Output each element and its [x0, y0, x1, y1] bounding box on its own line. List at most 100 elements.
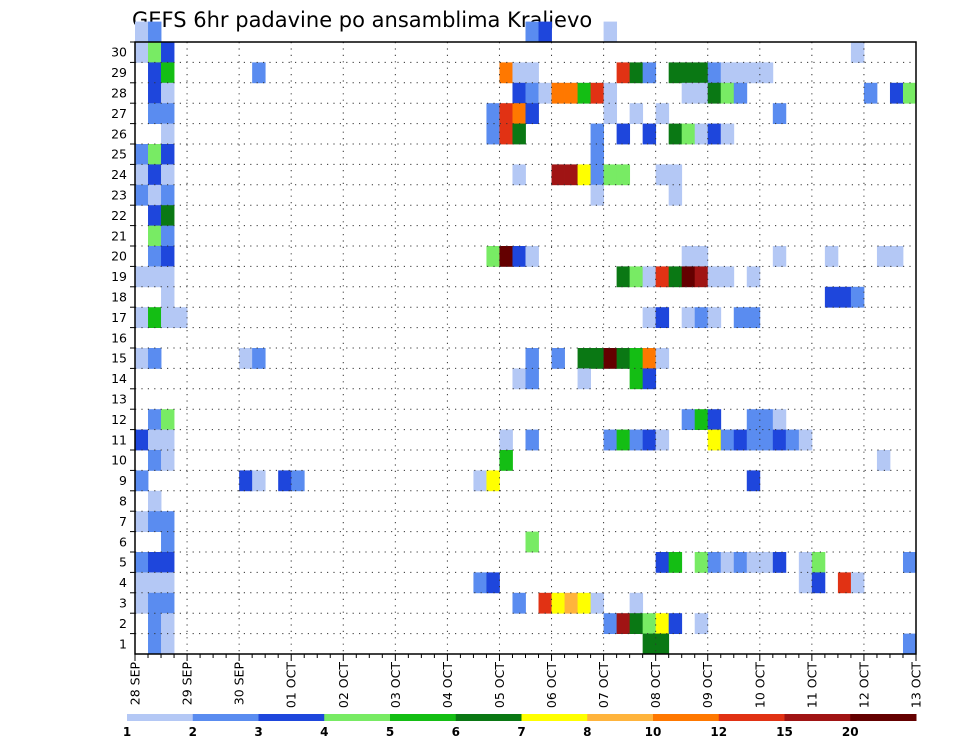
- heatmap-cell: [590, 592, 604, 614]
- heatmap-cell: [681, 123, 696, 145]
- heatmap-cell: [616, 123, 631, 145]
- x-tick-label: 05 OCT: [492, 662, 507, 708]
- heatmap-cell: [135, 348, 149, 369]
- heatmap-cell: [642, 368, 657, 390]
- colorbar-label: 15: [776, 725, 793, 739]
- heatmap-cell: [798, 429, 813, 451]
- heatmap-cell: [642, 123, 657, 145]
- heatmap-cell: [642, 307, 657, 328]
- heatmap-cell: [135, 144, 149, 165]
- heatmap-cell: [707, 307, 722, 328]
- heatmap-cell: [655, 103, 670, 124]
- heatmap-cell: [655, 266, 670, 288]
- heatmap-cell: [499, 429, 513, 451]
- y-tick-label: 9: [119, 473, 127, 488]
- heatmap-cell: [239, 470, 253, 492]
- heatmap-cell: [577, 164, 591, 186]
- heatmap-cell: [161, 450, 175, 471]
- colorbar-swatch: [718, 714, 785, 721]
- heatmap-cell: [161, 572, 175, 594]
- heatmap-cell: [681, 266, 696, 288]
- heatmap-cell: [707, 552, 722, 573]
- heatmap-cell: [668, 184, 683, 206]
- colorbar-label: 6: [452, 725, 460, 739]
- heatmap-cell: [694, 266, 709, 288]
- heatmap-cell: [148, 205, 162, 226]
- heatmap-cell: [473, 470, 487, 492]
- heatmap-cell: [811, 552, 826, 573]
- colorbar-label: 20: [842, 725, 859, 739]
- heatmap-cell: [603, 429, 618, 451]
- colorbar-swatch: [127, 714, 194, 721]
- heatmap-cell: [642, 266, 657, 288]
- heatmap-cell: [668, 123, 683, 145]
- heatmap-cell: [603, 21, 618, 43]
- heatmap-cell: [746, 552, 761, 573]
- heatmap-cell: [720, 266, 735, 288]
- heatmap-cell: [733, 62, 748, 84]
- heatmap-cell: [733, 429, 748, 451]
- heatmap-cell: [720, 123, 735, 145]
- heatmap-cell: [642, 62, 657, 84]
- heatmap-cell: [499, 450, 513, 471]
- heatmap-cell: [629, 62, 644, 84]
- y-tick-label: 23: [111, 188, 127, 203]
- y-tick-label: 19: [111, 269, 127, 284]
- heatmap-cell: [525, 82, 539, 104]
- heatmap-cell: [772, 429, 787, 451]
- y-tick-label: 7: [119, 514, 127, 529]
- colorbar-label: 4: [320, 725, 328, 739]
- heatmap-cell: [148, 613, 162, 634]
- heatmap-cell: [148, 348, 162, 369]
- heatmap-cell: [252, 348, 266, 369]
- heatmap-cell: [681, 82, 696, 104]
- heatmap-cell: [642, 613, 657, 634]
- y-tick-label: 3: [119, 596, 127, 611]
- heatmap-cell: [161, 42, 175, 63]
- heatmap-cell: [148, 225, 162, 247]
- heatmap-cell: [148, 21, 162, 43]
- y-tick-label: 24: [111, 167, 127, 182]
- heatmap-cell: [746, 429, 761, 451]
- heatmap-cell: [629, 266, 644, 288]
- heatmap-cell: [850, 572, 865, 594]
- heatmap-cell: [161, 409, 175, 430]
- heatmap-cell: [486, 103, 500, 124]
- heatmap-cell: [629, 368, 644, 390]
- heatmap-cell: [512, 103, 526, 124]
- heatmap-cell: [603, 82, 618, 104]
- heatmap-cell: [694, 62, 709, 84]
- heatmap-cell: [148, 572, 162, 594]
- heatmap-cell: [746, 62, 761, 84]
- heatmap-cell: [148, 246, 162, 267]
- x-tick-label: 07 OCT: [596, 662, 611, 708]
- heatmap-cell: [174, 307, 188, 328]
- heatmap-cell: [590, 348, 604, 369]
- y-tick-label: 25: [111, 147, 127, 162]
- heatmap-cell: [148, 62, 162, 84]
- heatmap-cell: [551, 164, 565, 186]
- heatmap-cell: [694, 123, 709, 145]
- x-tick-label: 09 OCT: [700, 662, 715, 708]
- heatmap-cell: [850, 286, 865, 308]
- heatmap-cell: [850, 42, 865, 63]
- heatmap-cell: [603, 613, 618, 634]
- heatmap-cell: [525, 21, 539, 43]
- heatmap-cell: [148, 409, 162, 430]
- y-tick-label: 2: [119, 616, 127, 631]
- x-tick-label: 02 OCT: [336, 662, 351, 708]
- heatmap-cell: [772, 409, 787, 430]
- heatmap-cell: [876, 450, 891, 471]
- heatmap-cell: [551, 348, 565, 369]
- heatmap-cell: [161, 62, 175, 84]
- y-tick-label: 15: [111, 351, 127, 366]
- colorbar-swatch: [587, 714, 654, 721]
- heatmap-cell: [720, 429, 735, 451]
- heatmap-cell: [551, 592, 565, 614]
- heatmap-cell: [837, 286, 852, 308]
- heatmap-cell: [135, 552, 149, 573]
- heatmap-cell: [668, 62, 683, 84]
- heatmap-cell: [694, 82, 709, 104]
- heatmap-cell: [499, 246, 513, 267]
